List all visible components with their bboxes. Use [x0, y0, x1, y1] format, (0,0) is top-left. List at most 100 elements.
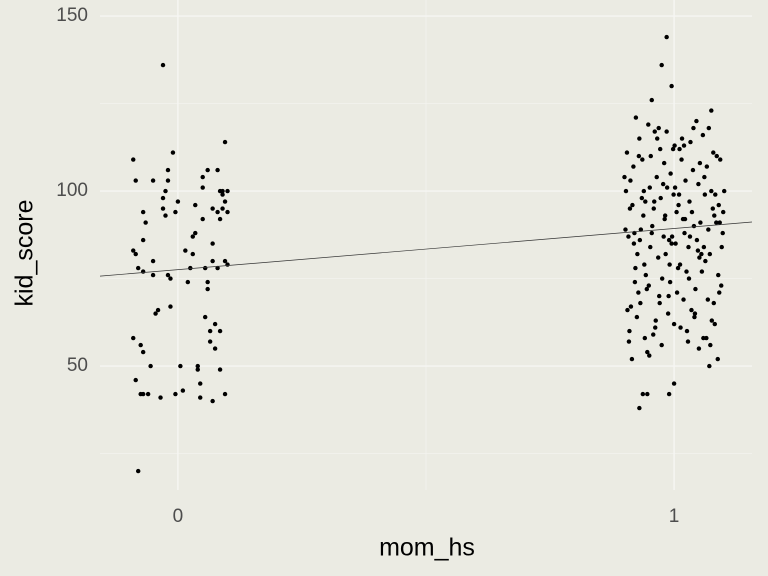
point — [658, 195, 663, 201]
point — [150, 258, 156, 264]
point — [622, 174, 627, 180]
point — [140, 237, 146, 243]
point — [207, 339, 213, 344]
point — [175, 199, 181, 204]
point — [712, 321, 717, 327]
point — [200, 216, 205, 222]
y-axis-title: kid_score — [11, 200, 39, 307]
point — [140, 269, 146, 274]
point — [641, 188, 647, 194]
point — [700, 132, 706, 138]
point — [202, 314, 208, 320]
point — [641, 213, 646, 218]
point — [685, 339, 691, 344]
point — [667, 279, 673, 285]
point — [193, 230, 198, 236]
point — [669, 241, 674, 246]
point — [690, 167, 696, 173]
point — [664, 129, 669, 134]
point — [148, 363, 153, 369]
point — [648, 153, 653, 159]
point — [661, 234, 666, 239]
point — [649, 97, 654, 103]
point — [659, 62, 664, 68]
marks — [99, 34, 753, 474]
point — [677, 146, 682, 152]
point — [676, 192, 682, 197]
point — [222, 139, 228, 145]
point — [709, 318, 715, 323]
point — [163, 213, 168, 218]
point — [627, 206, 633, 211]
regression-line — [99, 221, 753, 277]
point — [640, 391, 646, 397]
point — [707, 363, 712, 369]
point — [701, 335, 706, 341]
grid — [100, 0, 752, 490]
point — [624, 150, 630, 155]
point — [667, 262, 672, 267]
point — [674, 290, 680, 295]
point — [675, 265, 681, 271]
point — [638, 227, 644, 232]
point — [160, 206, 166, 211]
point — [178, 363, 183, 369]
point — [210, 206, 215, 211]
point — [683, 178, 688, 183]
point — [646, 122, 651, 127]
point — [190, 234, 195, 239]
point — [202, 265, 208, 271]
point — [222, 391, 228, 397]
point — [160, 62, 166, 68]
point — [669, 83, 674, 89]
point — [719, 244, 724, 250]
point — [686, 244, 691, 250]
point — [702, 174, 707, 180]
point — [693, 286, 698, 292]
point — [681, 143, 687, 148]
point — [138, 342, 143, 348]
point — [643, 272, 649, 278]
point — [696, 346, 702, 351]
point — [205, 279, 210, 285]
point — [625, 307, 630, 313]
point — [656, 125, 661, 131]
point — [673, 241, 678, 246]
y-tick-label: 150 — [56, 5, 88, 26]
point — [155, 307, 161, 313]
point — [190, 251, 195, 257]
point — [655, 136, 660, 141]
x-axis-title: mom_hs — [379, 534, 475, 562]
point — [629, 356, 635, 362]
point — [205, 167, 210, 173]
point — [623, 188, 629, 194]
point — [645, 391, 650, 397]
point — [684, 269, 689, 274]
point — [664, 185, 670, 190]
point — [647, 185, 652, 190]
point — [637, 405, 642, 411]
point — [694, 118, 699, 124]
point — [636, 290, 641, 295]
point — [217, 367, 223, 372]
point — [691, 125, 696, 131]
point — [719, 283, 724, 288]
point — [687, 199, 692, 204]
point — [697, 255, 702, 260]
point — [656, 255, 661, 260]
point — [661, 160, 667, 166]
point — [636, 153, 642, 159]
point — [188, 265, 193, 271]
point — [662, 216, 667, 222]
point — [195, 367, 200, 372]
point — [225, 188, 230, 194]
point — [207, 328, 213, 334]
point — [665, 311, 671, 316]
point — [131, 248, 136, 253]
point — [645, 349, 650, 355]
point — [691, 223, 697, 229]
point — [140, 349, 146, 355]
point — [652, 129, 657, 134]
point — [698, 220, 703, 225]
point — [644, 286, 650, 292]
